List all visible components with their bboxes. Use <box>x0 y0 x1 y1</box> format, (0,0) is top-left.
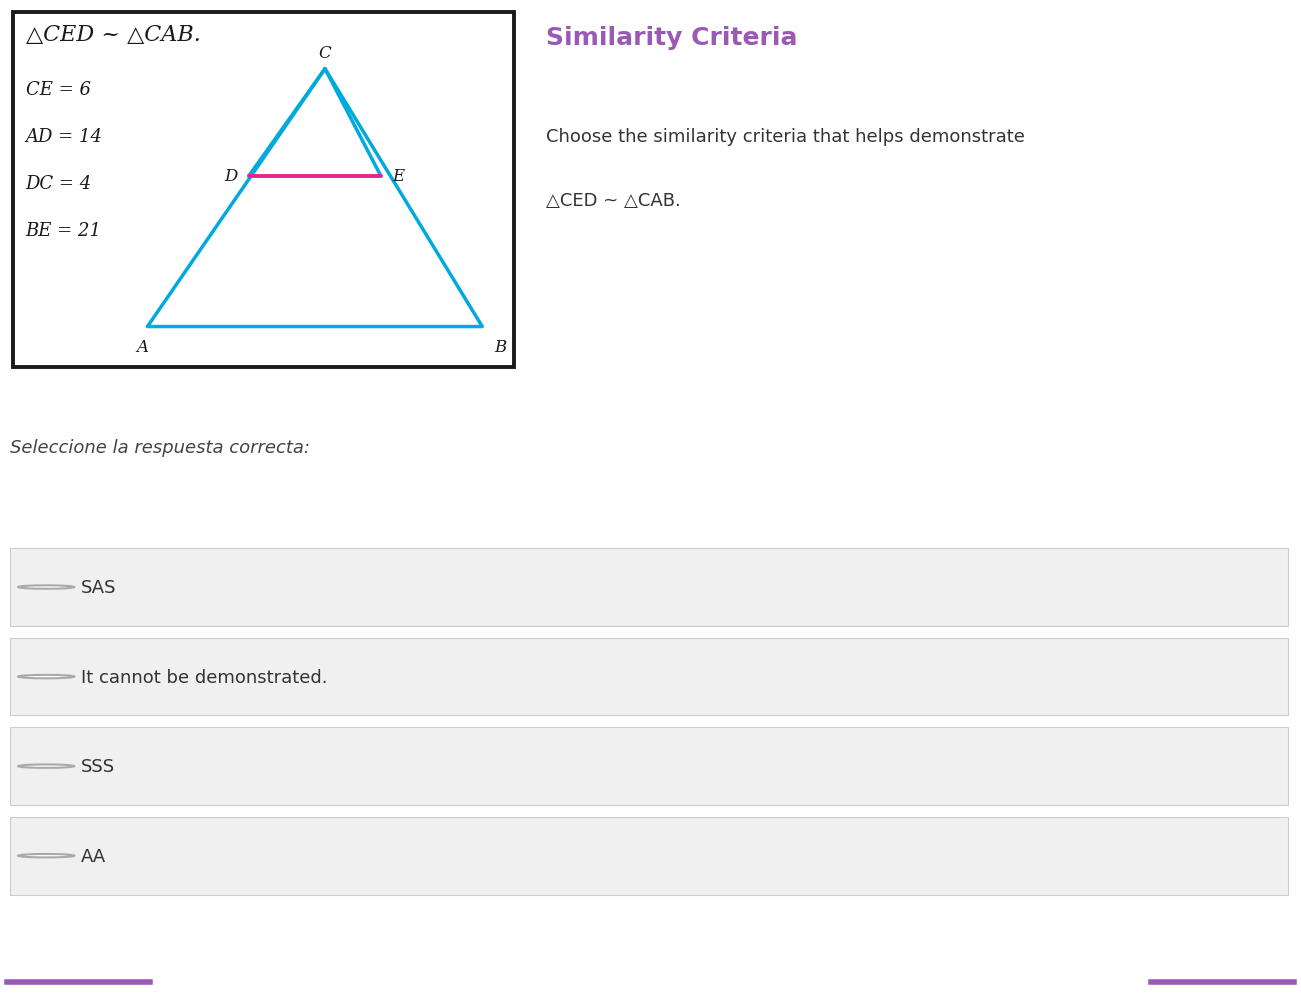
Circle shape <box>18 675 74 679</box>
Text: B: B <box>494 339 506 356</box>
Text: DC = 4: DC = 4 <box>26 175 92 193</box>
Circle shape <box>18 585 74 589</box>
Text: △CED ~ △CAB.: △CED ~ △CAB. <box>26 24 200 47</box>
Circle shape <box>18 764 74 768</box>
Text: A: A <box>137 339 148 356</box>
Text: Choose the similarity criteria that helps demonstrate: Choose the similarity criteria that help… <box>546 128 1025 146</box>
Text: SSS: SSS <box>81 757 114 775</box>
Text: It cannot be demonstrated.: It cannot be demonstrated. <box>81 668 327 686</box>
Text: △CED ~ △CAB.: △CED ~ △CAB. <box>546 191 682 210</box>
Text: AD = 14: AD = 14 <box>26 127 103 146</box>
FancyBboxPatch shape <box>13 13 514 367</box>
Text: Similarity Criteria: Similarity Criteria <box>546 26 798 50</box>
Text: E: E <box>393 168 405 185</box>
Text: D: D <box>225 168 238 185</box>
FancyBboxPatch shape <box>10 817 1288 895</box>
FancyBboxPatch shape <box>10 549 1288 626</box>
Text: Seleccione la respuesta correcta:: Seleccione la respuesta correcta: <box>10 438 311 456</box>
Text: CE = 6: CE = 6 <box>26 81 91 98</box>
FancyBboxPatch shape <box>10 638 1288 716</box>
Circle shape <box>18 854 74 858</box>
Text: C: C <box>319 45 332 62</box>
Text: AA: AA <box>81 847 105 865</box>
Text: SAS: SAS <box>81 579 116 596</box>
FancyBboxPatch shape <box>10 728 1288 805</box>
Text: BE = 21: BE = 21 <box>26 222 101 240</box>
